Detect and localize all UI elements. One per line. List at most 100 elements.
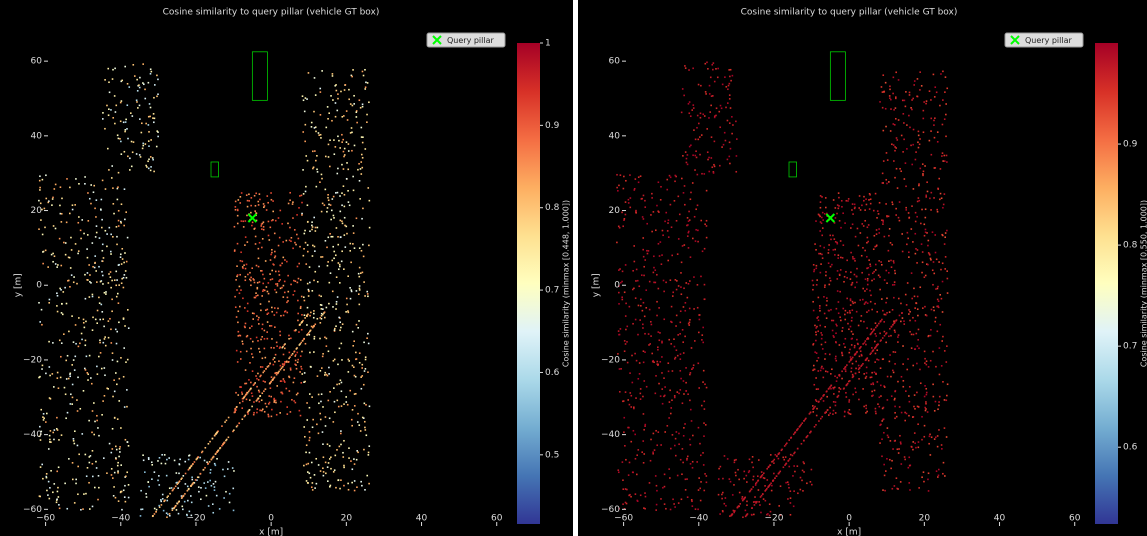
point-cloud-dot [813,271,815,273]
point-cloud-dot [306,419,308,421]
point-cloud-dot [341,220,343,222]
point-cloud-dot [939,374,941,376]
point-cloud-dot [930,329,932,331]
point-cloud-dot [256,386,258,388]
point-cloud-dot [332,246,334,248]
point-cloud-dot [698,123,700,125]
point-cloud-dot [334,411,336,413]
point-cloud-dot [837,257,839,259]
point-cloud-dot [846,364,848,366]
point-cloud-dot [692,435,694,437]
point-cloud-dot [653,255,655,257]
point-cloud-dot [78,183,80,185]
point-cloud-dot [160,501,162,503]
point-cloud-dot [68,331,70,333]
point-cloud-dot [874,303,876,305]
point-cloud-dot [828,388,830,390]
point-cloud-dot [144,471,146,473]
point-cloud-dot [725,505,727,507]
point-cloud-dot [888,235,890,237]
point-cloud-dot [72,462,74,464]
point-cloud-dot [112,117,114,119]
point-cloud-dot [818,401,820,403]
point-cloud-dot [246,194,248,196]
point-cloud-dot [274,251,276,253]
point-cloud-dot [619,391,621,393]
point-cloud-dot [365,404,367,406]
point-cloud-dot [904,178,906,180]
point-cloud-dot [358,293,360,295]
point-cloud-dot [100,352,102,354]
point-cloud-dot [267,321,269,323]
x-tick-label: −20 [186,514,205,524]
point-cloud-dot [940,73,942,75]
point-cloud-dot [339,195,341,197]
point-cloud-dot [332,99,334,101]
point-cloud-dot [224,421,226,423]
point-cloud-dot [945,103,947,105]
y-tick-label: −40 [601,430,620,440]
point-cloud-dot [61,434,63,436]
y-tick-label: 60 [31,57,43,67]
point-cloud-dot [112,69,114,71]
point-cloud-dot [210,459,212,461]
point-cloud-dot [899,406,901,408]
point-cloud-dot [252,341,254,343]
point-cloud-dot [737,469,739,471]
point-cloud-dot [852,213,854,215]
point-cloud-dot [914,80,916,82]
point-cloud-dot [874,361,876,363]
point-cloud-dot [687,393,689,395]
point-cloud-dot [322,443,324,445]
point-cloud-dot [188,469,190,471]
point-cloud-dot [152,117,154,119]
point-cloud-dot [905,106,907,108]
point-cloud-dot [244,307,246,309]
point-cloud-dot [724,76,726,78]
point-cloud-dot [895,71,897,73]
point-cloud-dot [672,295,674,297]
point-cloud-dot [294,242,296,244]
point-cloud-dot [274,257,276,259]
point-cloud-dot [317,171,319,173]
point-cloud-dot [909,311,911,313]
point-cloud-dot [687,164,689,166]
point-cloud-dot [820,272,822,274]
point-cloud-dot [871,391,873,393]
point-cloud-dot [362,272,364,274]
point-cloud-dot [905,294,907,296]
point-cloud-dot [687,224,689,226]
point-cloud-dot [124,219,126,221]
point-cloud-dot [840,269,842,271]
point-cloud-dot [249,327,251,329]
point-cloud-dot [699,319,701,321]
point-cloud-dot [891,244,893,246]
point-cloud-dot [101,271,103,273]
point-cloud-dot [367,293,369,295]
point-cloud-dot [934,410,936,412]
point-cloud-dot [280,315,282,317]
point-cloud-dot [676,391,678,393]
point-cloud-dot [95,236,97,238]
point-cloud-dot [87,192,89,194]
point-cloud-dot [260,310,262,312]
point-cloud-dot [785,456,787,458]
point-cloud-dot [941,234,943,236]
point-cloud-dot [829,386,831,388]
point-cloud-dot [922,175,924,177]
point-cloud-dot [904,100,906,102]
point-cloud-dot [787,498,789,500]
point-cloud-dot [123,121,125,123]
point-cloud-dot [919,286,921,288]
point-cloud-dot [858,399,860,401]
point-cloud-dot [115,446,117,448]
point-cloud-dot [341,116,343,118]
point-cloud-dot [86,475,88,477]
point-cloud-dot [253,228,255,230]
point-cloud-dot [683,306,685,308]
point-cloud-dot [117,361,119,363]
point-cloud-dot [859,299,861,301]
point-cloud-dot [886,215,888,217]
point-cloud-dot [901,312,903,314]
point-cloud-dot [913,84,915,86]
